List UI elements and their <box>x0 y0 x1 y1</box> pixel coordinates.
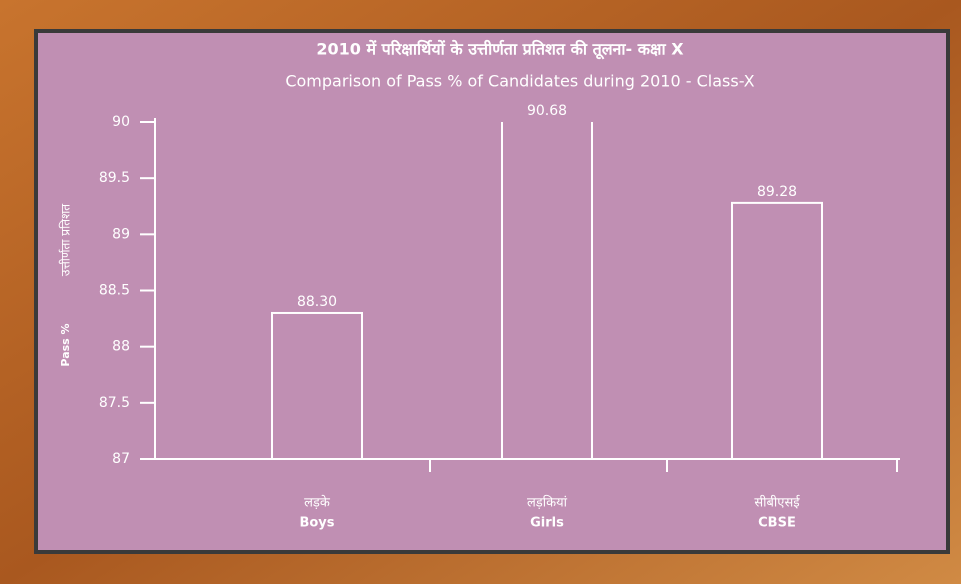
bar <box>271 311 363 461</box>
y-axis-label: Pass % <box>59 323 72 366</box>
bar <box>731 201 823 460</box>
y-tick-label: 88.5 <box>99 283 130 299</box>
y-tick-label: 89.5 <box>99 170 130 186</box>
chart-subtitle: Comparison of Pass % of Candidates durin… <box>285 72 754 91</box>
y-axis-label-hindi: उत्तीर्णता प्रतिशत <box>59 203 73 276</box>
y-tick-label: 89 <box>112 226 130 242</box>
x-tick-label: Boys <box>299 516 334 531</box>
y-tick-label: 90 <box>112 114 130 130</box>
board <box>38 33 946 550</box>
y-tick-label: 87.5 <box>99 395 130 411</box>
value-label: 90.68 <box>527 103 567 119</box>
x-tick-label: CBSE <box>758 516 796 531</box>
y-tick-label: 88 <box>112 339 130 355</box>
x-tick-label-hindi: सीबीएसई <box>754 495 800 511</box>
bar <box>501 122 593 460</box>
bars <box>271 122 823 461</box>
y-tick-label: 87 <box>112 451 130 467</box>
x-tick-label: Girls <box>530 516 564 531</box>
chart-title: 2010 में परिक्षार्थियों के उत्तीर्णता प्… <box>316 40 684 60</box>
x-tick-label-hindi: लड़कियां <box>527 495 568 511</box>
x-tick-label-hindi: लड़के <box>304 495 331 511</box>
value-label: 89.28 <box>757 184 797 200</box>
value-label: 88.30 <box>297 294 337 310</box>
